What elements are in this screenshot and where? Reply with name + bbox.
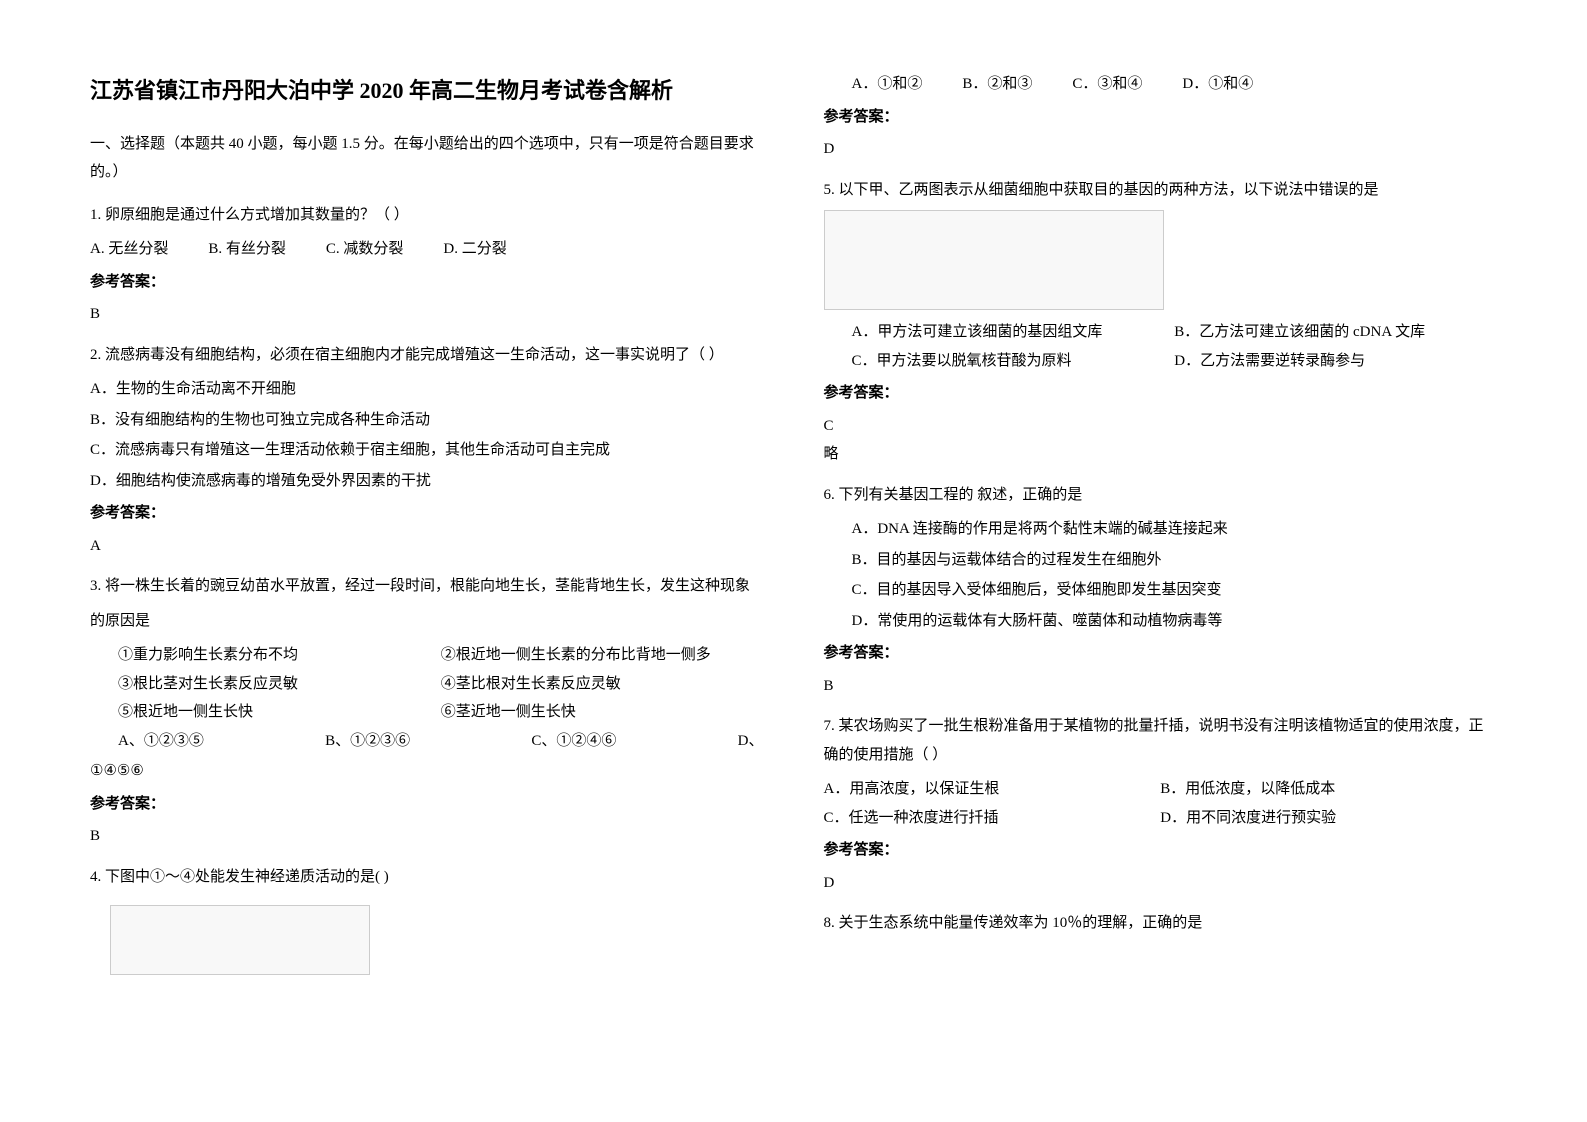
q5-ans-label: 参考答案： [824, 379, 1498, 408]
q4-opt-c: C．③和④ [1072, 70, 1142, 99]
q6-opt-d: D．常使用的运载体有大肠杆菌、噬菌体和动植物病毒等 [824, 607, 1498, 636]
q3-s2: ②根近地一侧生长素的分布比背地一侧多 [441, 641, 764, 670]
q3-opt-a: A、①②③⑤ [118, 727, 204, 756]
q7-ans-label: 参考答案： [824, 836, 1498, 865]
q2-opt-d: D．细胞结构使流感病毒的增殖免受外界因素的干扰 [90, 467, 764, 496]
q2-opt-c: C．流感病毒只有增殖这一生理活动依赖于宿主细胞，其他生命活动可自主完成 [90, 436, 764, 465]
q1-opt-b: B. 有丝分裂 [208, 235, 286, 264]
question-8: 8. 关于生态系统中能量传递效率为 10％的理解，正确的是 [824, 909, 1498, 938]
q2-ans-label: 参考答案： [90, 499, 764, 528]
doc-title: 江苏省镇江市丹阳大泊中学 2020 年高二生物月考试卷含解析 [90, 70, 764, 112]
q2-opt-b: B．没有细胞结构的生物也可独立完成各种生命活动 [90, 406, 764, 435]
q4-ans-label: 参考答案： [824, 103, 1498, 132]
q5-opt-a: A．甲方法可建立该细菌的基因组文库 [852, 318, 1175, 347]
question-5: 5. 以下甲、乙两图表示从细菌细胞中获取目的基因的两种方法，以下说法中错误的是 … [824, 176, 1498, 469]
q1-ans-label: 参考答案： [90, 268, 764, 297]
question-7: 7. 某农场购买了一批生根粉准备用于某植物的批量扦插，说明书没有注明该植物适宜的… [824, 712, 1498, 897]
q7-row2: C．任选一种浓度进行扦插 D．用不同浓度进行预实验 [824, 804, 1498, 833]
question-2: 2. 流感病毒没有细胞结构，必须在宿主细胞内才能完成增殖这一生命活动，这一事实说… [90, 341, 764, 561]
q7-row1: A．用高浓度，以保证生根 B．用低浓度，以降低成本 [824, 775, 1498, 804]
q3-statements: ①重力影响生长素分布不均 ②根近地一侧生长素的分布比背地一侧多 ③根比茎对生长素… [90, 641, 764, 727]
q5-opt-d: D．乙方法需要逆转录酶参与 [1174, 347, 1497, 376]
q3-text2: 的原因是 [90, 607, 764, 636]
q7-opt-d: D．用不同浓度进行预实验 [1160, 804, 1497, 833]
q4-opt-d: D．①和④ [1182, 70, 1253, 99]
q3-text1: 3. 将一株生长着的豌豆幼苗水平放置，经过一段时间，根能向地生长，茎能背地生长，… [90, 572, 764, 601]
q6-opt-c: C．目的基因导入受体细胞后，受体细胞即发生基因突变 [824, 576, 1498, 605]
q4-figure-placeholder [110, 905, 370, 975]
q8-text: 8. 关于生态系统中能量传递效率为 10％的理解，正确的是 [824, 909, 1498, 938]
q3-opt-d: D、 [738, 727, 764, 756]
q5-opt-c: C．甲方法要以脱氧核苷酸为原料 [852, 347, 1175, 376]
q4-opt-b: B．②和③ [962, 70, 1032, 99]
q7-text: 7. 某农场购买了一批生根粉准备用于某植物的批量扦插，说明书没有注明该植物适宜的… [824, 712, 1498, 769]
question-1: 1. 卵原细胞是通过什么方式增加其数量的？（ ） A. 无丝分裂 B. 有丝分裂… [90, 201, 764, 329]
q7-opt-b: B．用低浓度，以降低成本 [1160, 775, 1497, 804]
q5-options: A．甲方法可建立该细菌的基因组文库 B．乙方法可建立该细菌的 cDNA 文库 C… [824, 318, 1498, 375]
q1-opt-c: C. 减数分裂 [326, 235, 404, 264]
q2-ans: A [90, 532, 764, 561]
q4-ans: D [824, 135, 1498, 164]
q2-text: 2. 流感病毒没有细胞结构，必须在宿主细胞内才能完成增殖这一生命活动，这一事实说… [90, 341, 764, 370]
q3-s5: ⑤根近地一侧生长快 [118, 698, 441, 727]
q3-opt-d-line: ①④⑤⑥ [90, 757, 764, 786]
q3-options: A、①②③⑤ B、①②③⑥ C、①②④⑥ D、 [90, 727, 764, 756]
question-6: 6. 下列有关基因工程的 叙述，正确的是 A．DNA 连接酶的作用是将两个黏性末… [824, 481, 1498, 701]
q7-ans: D [824, 869, 1498, 898]
q3-opt-b: B、①②③⑥ [325, 727, 410, 756]
question-3: 3. 将一株生长着的豌豆幼苗水平放置，经过一段时间，根能向地生长，茎能背地生长，… [90, 572, 764, 851]
q3-s3: ③根比茎对生长素反应灵敏 [118, 670, 441, 699]
q7-opt-c: C．任选一种浓度进行扦插 [824, 804, 1161, 833]
q5-ans: C [824, 412, 1498, 441]
q6-ans-label: 参考答案： [824, 639, 1498, 668]
q1-ans: B [90, 300, 764, 329]
q5-figure-placeholder [824, 210, 1164, 310]
q5-text: 5. 以下甲、乙两图表示从细菌细胞中获取目的基因的两种方法，以下说法中错误的是 [824, 176, 1498, 205]
question-4: 4. 下图中①～④处能发生神经递质活动的是( ) [90, 863, 764, 994]
q5-opt-b: B．乙方法可建立该细菌的 cDNA 文库 [1174, 318, 1497, 347]
q1-options: A. 无丝分裂 B. 有丝分裂 C. 减数分裂 D. 二分裂 [90, 235, 764, 264]
q1-opt-a: A. 无丝分裂 [90, 235, 168, 264]
q4-opt-a: A．①和② [852, 70, 923, 99]
q6-opt-b: B．目的基因与运载体结合的过程发生在细胞外 [824, 546, 1498, 575]
q4-text: 4. 下图中①～④处能发生神经递质活动的是( ) [90, 863, 764, 892]
q6-ans: B [824, 672, 1498, 701]
q3-s4: ④茎比根对生长素反应灵敏 [441, 670, 764, 699]
q7-opt-a: A．用高浓度，以保证生根 [824, 775, 1161, 804]
q4-options: A．①和② B．②和③ C．③和④ D．①和④ [824, 70, 1498, 99]
q3-ans-label: 参考答案： [90, 790, 764, 819]
q3-ans: B [90, 822, 764, 851]
q3-s1: ①重力影响生长素分布不均 [118, 641, 441, 670]
q6-opt-a: A．DNA 连接酶的作用是将两个黏性末端的碱基连接起来 [824, 515, 1498, 544]
q1-opt-d: D. 二分裂 [443, 235, 506, 264]
q3-opt-c: C、①②④⑥ [531, 727, 616, 756]
right-column: A．①和② B．②和③ C．③和④ D．①和④ 参考答案： D 5. 以下甲、乙… [824, 70, 1498, 1052]
q6-text: 6. 下列有关基因工程的 叙述，正确的是 [824, 481, 1498, 510]
q5-note: 略 [824, 440, 1498, 469]
q1-text: 1. 卵原细胞是通过什么方式增加其数量的？（ ） [90, 201, 764, 230]
q3-s6: ⑥茎近地一侧生长快 [441, 698, 764, 727]
q2-opt-a: A．生物的生命活动离不开细胞 [90, 375, 764, 404]
left-column: 江苏省镇江市丹阳大泊中学 2020 年高二生物月考试卷含解析 一、选择题（本题共… [90, 70, 764, 1052]
section-intro: 一、选择题（本题共 40 小题，每小题 1.5 分。在每小题给出的四个选项中，只… [90, 130, 764, 187]
